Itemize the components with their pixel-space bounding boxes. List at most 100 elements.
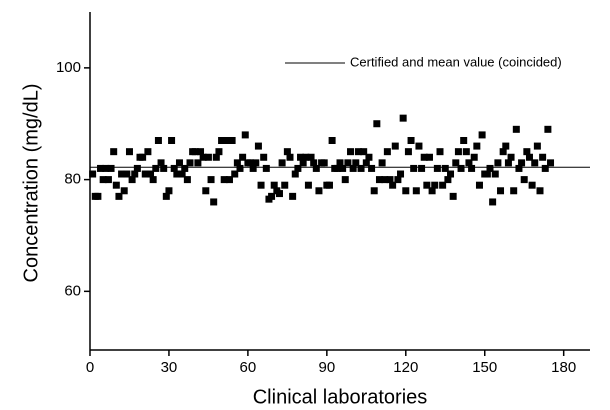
scatter-point: [357, 164, 365, 172]
scatter-point: [507, 153, 515, 161]
scatter-point: [397, 170, 405, 178]
scatter-point: [547, 159, 555, 167]
scatter-point: [283, 148, 291, 156]
scatter-point: [525, 153, 533, 161]
scatter-point: [354, 148, 362, 156]
scatter-point: [304, 181, 312, 189]
y-tick-label: 100: [56, 59, 81, 76]
scatter-point: [154, 136, 162, 144]
scatter-point: [289, 192, 297, 200]
scatter-point: [128, 176, 136, 184]
scatter-point: [423, 181, 431, 189]
scatter-point: [425, 153, 433, 161]
scatter-point: [241, 131, 249, 139]
scatter-point: [257, 181, 265, 189]
scatter-point: [286, 153, 294, 161]
scatter-point: [418, 164, 426, 172]
scatter-point: [452, 159, 460, 167]
scatter-point: [499, 148, 507, 156]
scatter-point: [141, 170, 149, 178]
scatter-point: [489, 198, 497, 206]
scatter-point: [199, 153, 207, 161]
scatter-point: [139, 153, 147, 161]
scatter-point: [310, 159, 318, 167]
scatter-point: [233, 159, 241, 167]
scatter-point: [436, 148, 444, 156]
scatter-point: [212, 153, 220, 161]
scatter-point: [325, 181, 333, 189]
scatter-point: [336, 159, 344, 167]
scatter-point: [89, 170, 97, 178]
scatter-point: [97, 164, 105, 172]
scatter-point: [149, 176, 157, 184]
scatter-point: [170, 164, 178, 172]
scatter-point: [449, 192, 457, 200]
scatter-point: [523, 148, 531, 156]
scatter-point: [373, 120, 381, 128]
scatter-point: [239, 153, 247, 161]
scatter-point: [399, 114, 407, 122]
scatter-point: [339, 164, 347, 172]
scatter-point: [228, 136, 236, 144]
scatter-point: [341, 176, 349, 184]
scatter-point: [302, 153, 310, 161]
scatter-point: [531, 159, 539, 167]
scatter-point: [112, 181, 120, 189]
scatter-point: [475, 181, 483, 189]
scatter-point: [328, 136, 336, 144]
scatter-point: [118, 170, 126, 178]
scatter-point: [270, 181, 278, 189]
scatter-point: [494, 159, 502, 167]
scatter-point: [236, 164, 244, 172]
scatter-point: [349, 164, 357, 172]
scatter-point: [365, 153, 373, 161]
scatter-point: [491, 170, 499, 178]
scatter-point: [362, 159, 370, 167]
scatter-point: [315, 187, 323, 195]
scatter-point: [165, 187, 173, 195]
scatter-point: [183, 176, 191, 184]
y-axis-title: Concentration (mg/dL): [20, 84, 42, 283]
scatter-point: [352, 159, 360, 167]
scatter-point: [344, 159, 352, 167]
scatter-point: [420, 153, 428, 161]
scatter-point: [457, 164, 465, 172]
scatter-point: [347, 148, 355, 156]
scatter-point: [462, 148, 470, 156]
scatter-point: [504, 159, 512, 167]
scatter-point: [468, 164, 476, 172]
x-tick-label: 30: [161, 359, 178, 376]
scatter-point: [144, 148, 152, 156]
scatter-point: [210, 198, 218, 206]
scatter-point: [333, 164, 341, 172]
scatter-point: [520, 176, 528, 184]
x-axis-title: Clinical laboratories: [253, 386, 428, 408]
scatter-point: [252, 159, 260, 167]
scatter-point: [533, 142, 541, 150]
scatter-point: [297, 153, 305, 161]
scatter-point: [223, 136, 231, 144]
scatter-point: [262, 164, 270, 172]
scatter-point: [178, 170, 186, 178]
scatter-point: [168, 136, 176, 144]
scatter-point: [470, 153, 478, 161]
scatter-point: [120, 187, 128, 195]
scatter-point: [512, 125, 520, 133]
scatter-point: [299, 159, 307, 167]
scatter-point: [162, 192, 170, 200]
scatter-point: [186, 159, 194, 167]
scatter-point: [194, 159, 202, 167]
scatter-point: [278, 159, 286, 167]
scatter-point: [473, 142, 481, 150]
scatter-point: [107, 164, 115, 172]
scatter-point: [160, 164, 168, 172]
scatter-point: [197, 148, 205, 156]
scatter-point: [460, 136, 468, 144]
scatter-point: [360, 148, 368, 156]
scatter-point: [386, 176, 394, 184]
scatter-point: [368, 164, 376, 172]
scatter-point: [383, 148, 391, 156]
scatter-point: [133, 164, 141, 172]
scatter-point: [254, 142, 262, 150]
scatter-point: [404, 148, 412, 156]
